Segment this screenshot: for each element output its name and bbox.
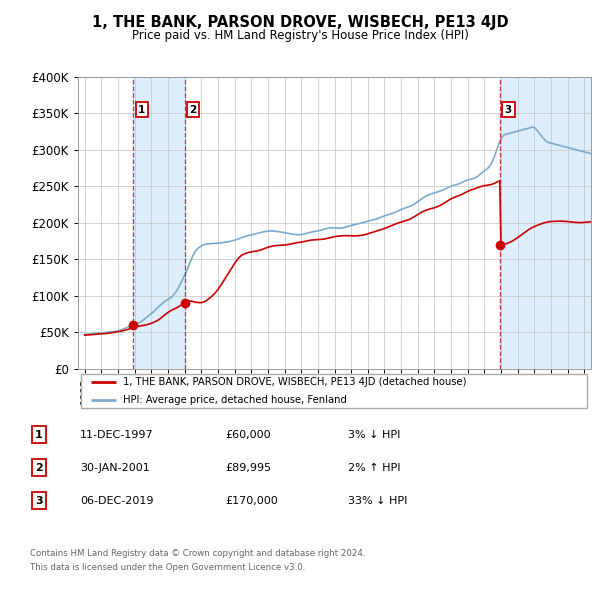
Text: 1, THE BANK, PARSON DROVE, WISBECH, PE13 4JD: 1, THE BANK, PARSON DROVE, WISBECH, PE13… xyxy=(92,15,508,30)
Text: 1: 1 xyxy=(138,104,145,114)
Text: Price paid vs. HM Land Registry's House Price Index (HPI): Price paid vs. HM Land Registry's House … xyxy=(131,30,469,42)
Text: £170,000: £170,000 xyxy=(225,496,278,506)
Text: Contains HM Land Registry data © Crown copyright and database right 2024.: Contains HM Land Registry data © Crown c… xyxy=(30,549,365,558)
Text: 3: 3 xyxy=(505,104,512,114)
Text: 2% ↑ HPI: 2% ↑ HPI xyxy=(347,463,400,473)
Text: 2: 2 xyxy=(35,463,43,473)
Text: 1: 1 xyxy=(35,430,43,440)
Text: 3% ↓ HPI: 3% ↓ HPI xyxy=(347,430,400,440)
Text: 30-JAN-2001: 30-JAN-2001 xyxy=(80,463,149,473)
Text: £89,995: £89,995 xyxy=(225,463,271,473)
Text: 1, THE BANK, PARSON DROVE, WISBECH, PE13 4JD (detached house): 1, THE BANK, PARSON DROVE, WISBECH, PE13… xyxy=(123,377,467,387)
Text: This data is licensed under the Open Government Licence v3.0.: This data is licensed under the Open Gov… xyxy=(30,563,305,572)
Text: HPI: Average price, detached house, Fenland: HPI: Average price, detached house, Fenl… xyxy=(123,395,347,405)
Bar xyxy=(133,77,185,369)
FancyBboxPatch shape xyxy=(80,373,587,408)
Text: £60,000: £60,000 xyxy=(225,430,271,440)
Bar xyxy=(500,77,591,369)
Text: 2: 2 xyxy=(190,104,197,114)
Text: 11-DEC-1997: 11-DEC-1997 xyxy=(80,430,154,440)
Text: 3: 3 xyxy=(35,496,43,506)
Text: 33% ↓ HPI: 33% ↓ HPI xyxy=(347,496,407,506)
Text: 06-DEC-2019: 06-DEC-2019 xyxy=(80,496,154,506)
